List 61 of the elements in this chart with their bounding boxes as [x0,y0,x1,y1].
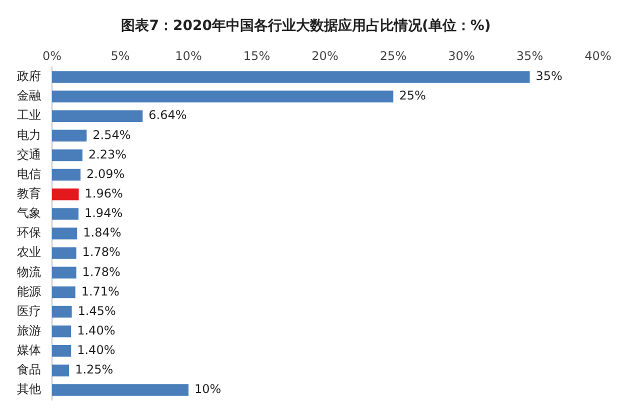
data-label: 1.71% [81,284,120,298]
y-tick-label: 物流 [17,264,41,279]
y-tick-label: 金融 [17,88,41,103]
bar [52,71,530,83]
y-tick-label: 政府 [17,69,41,84]
y-tick-label: 教育 [17,186,41,200]
data-label: 25% [399,88,426,103]
x-tick-label: 30% [448,49,475,64]
data-label: 1.45% [78,304,116,318]
data-label: 1.40% [77,343,116,358]
bar [52,149,82,162]
x-tick-label: 35% [516,49,544,64]
bar [52,110,143,122]
y-tick-label: 农业 [17,245,41,260]
x-tick-label: 10% [175,49,202,64]
y-tick-label: 食品 [17,362,41,377]
bar [52,247,76,259]
bar [52,384,188,396]
data-label: 1.78% [82,264,120,279]
y-tick-label: 气象 [17,206,41,220]
bar [52,306,72,318]
bar [52,266,76,278]
data-label: 2.09% [86,166,125,181]
x-tick-label: 20% [312,49,338,64]
bar [52,130,87,142]
x-tick-label: 5% [110,49,130,64]
data-label: 1.25% [75,362,114,377]
bar [52,364,70,376]
y-tick-label: 医疗 [17,304,41,318]
y-tick-label: 工业 [17,108,41,122]
x-tick-label: 40% [584,49,612,64]
x-tick-label: 15% [243,49,270,64]
bar [52,325,72,338]
x-tick-label: 25% [380,49,407,64]
bar [52,345,72,357]
data-label: 35% [536,69,562,84]
data-label: 10% [194,382,222,396]
y-tick-label: 环保 [17,226,41,240]
bar [52,90,394,102]
y-tick-label: 能源 [17,284,41,298]
data-label: 2.54% [92,128,131,142]
data-label: 1.94% [84,206,123,220]
data-label: 6.64% [148,108,187,122]
y-tick-label: 媒体 [17,343,41,358]
data-label: 2.23% [88,147,127,162]
bar [52,286,76,298]
chart-title: 图表7：2020年中国各行业大数据应用占比情况(单位：%) [121,17,491,34]
y-tick-label: 旅游 [17,323,41,338]
x-tick-label: 0% [42,49,62,64]
data-label: 1.78% [82,245,120,260]
data-label: 1.40% [77,323,116,338]
data-label: 1.84% [83,226,122,240]
bar [52,228,78,240]
bar [52,208,78,220]
bar [52,188,79,200]
y-tick-label: 其他 [17,382,41,396]
y-tick-label: 电信 [17,166,41,181]
bar [52,168,81,181]
y-tick-label: 交通 [17,147,41,162]
data-label: 1.96% [84,186,123,200]
y-tick-label: 电力 [17,128,41,142]
